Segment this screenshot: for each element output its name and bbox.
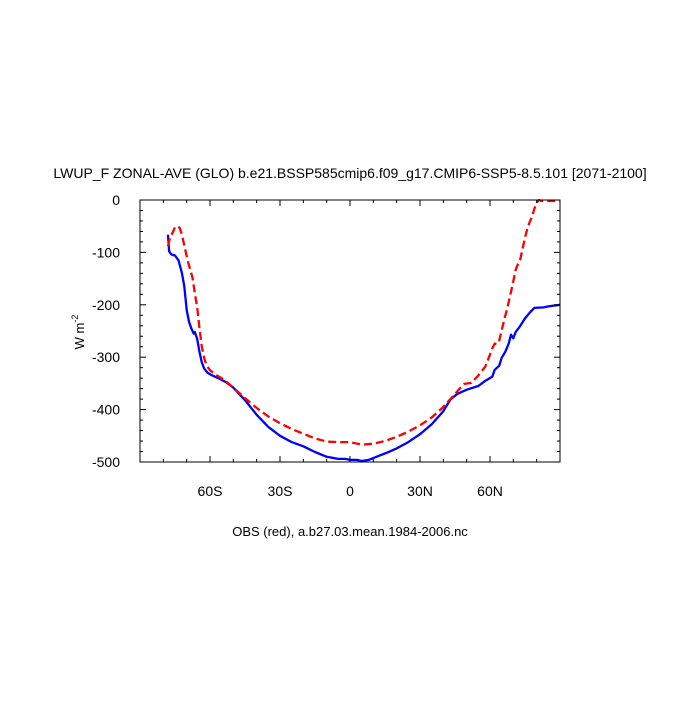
series-line-red-dashed: [166, 199, 560, 446]
y-axis-title-exponent: -2: [70, 315, 80, 323]
chart-title: LWUP_F ZONAL-AVE (GLO) b.e21.BSSP585cmip…: [53, 165, 646, 181]
y-axis-title-main: W m: [72, 323, 87, 350]
x-tick-label: 0: [346, 483, 354, 499]
plot-frame: [139, 199, 561, 463]
y-axis-title: W m-2: [70, 315, 87, 350]
svg-text:W m-2: W m-2: [70, 315, 87, 350]
x-tick-label: 30S: [268, 483, 293, 499]
series-line-blue-solid: [166, 234, 560, 463]
y-tick-label: 0: [112, 192, 120, 208]
x-tick-label: 60N: [477, 483, 503, 499]
x-tick-label: 60S: [198, 483, 223, 499]
y-tick-label: -300: [92, 349, 120, 365]
plot-area: 60S 30S 0 30N 60N 0 -100 -200 -300 -400 -500: [92, 192, 561, 499]
y-tick-label: -200: [92, 297, 120, 313]
y-tick-label: -100: [92, 244, 120, 260]
x-tick-label: 30N: [407, 483, 433, 499]
y-tick-label: -400: [92, 402, 120, 418]
y-tick-label: -500: [92, 454, 120, 470]
chart-caption: OBS (red), a.b27.03.mean.1984-2006.nc: [232, 524, 468, 539]
